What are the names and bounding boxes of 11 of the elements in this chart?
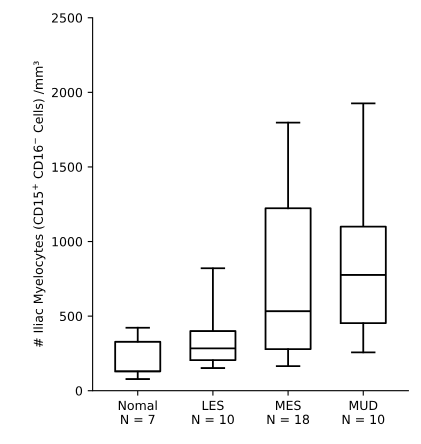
y-tick-label: 2000: [52, 88, 82, 98]
y-tick-label: 1500: [52, 162, 82, 172]
x-tick-label: MES N = 18: [267, 400, 310, 424]
y-tick-label: 2500: [52, 13, 82, 23]
x-tick-label: Nomal N = 7: [118, 400, 157, 424]
y-tick-label: 0: [76, 386, 82, 396]
x-tick-label: LES N = 10: [192, 400, 234, 424]
y-tick-label: 1000: [52, 237, 82, 246]
x-tick-label: MUD N = 10: [342, 400, 384, 424]
y-tick-label: 500: [60, 312, 82, 322]
y-axis-title: # Iliac Myelocytes (CD15$^{+}$ CD16$^{−}$ Cells) /mm³: [32, 61, 46, 347]
